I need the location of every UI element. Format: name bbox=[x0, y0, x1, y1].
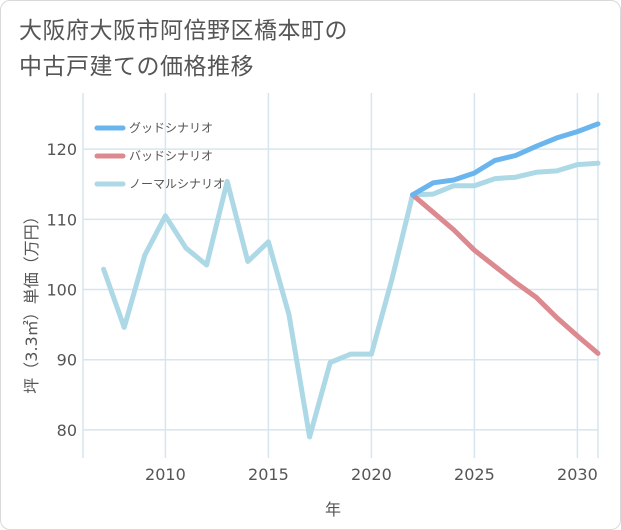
legend-label-0: グッドシナリオ bbox=[129, 121, 213, 135]
x-tick-label-2015: 2015 bbox=[248, 465, 289, 484]
y-axis-title: 坪（3.3㎡）単価（万円） bbox=[22, 208, 41, 393]
grid-lines bbox=[82, 93, 599, 458]
y-tick-label-110: 110 bbox=[46, 210, 77, 229]
chart-title: 大阪府大阪市阿倍野区橋本町の 中古戸建ての価格推移 bbox=[19, 13, 609, 85]
legend-label-2: ノーマルシナリオ bbox=[129, 177, 225, 191]
y-tick-label-90: 90 bbox=[57, 351, 77, 370]
series-lines bbox=[101, 121, 601, 440]
y-tick-label-120: 120 bbox=[46, 140, 77, 159]
series-line-2 bbox=[101, 160, 601, 440]
tick-labels: 2010 2015 2020 2025 2030 80 90 100 110 120 bbox=[46, 140, 597, 484]
series-line-0 bbox=[410, 121, 601, 198]
y-tick-label-80: 80 bbox=[57, 421, 77, 440]
x-axis-title: 年 bbox=[325, 500, 341, 519]
chart-title-line-2: 中古戸建ての価格推移 bbox=[19, 54, 254, 80]
chart-title-line-1: 大阪府大阪市阿倍野区橋本町の bbox=[19, 18, 348, 44]
y-tick-label-100: 100 bbox=[46, 281, 77, 300]
legend-label-1: バッドシナリオ bbox=[129, 149, 213, 163]
x-tick-label-2025: 2025 bbox=[454, 465, 495, 484]
x-tick-label-2030: 2030 bbox=[557, 465, 598, 484]
x-tick-label-2010: 2010 bbox=[145, 465, 186, 484]
x-tick-label-2020: 2020 bbox=[351, 465, 392, 484]
series-line-1 bbox=[410, 192, 601, 356]
